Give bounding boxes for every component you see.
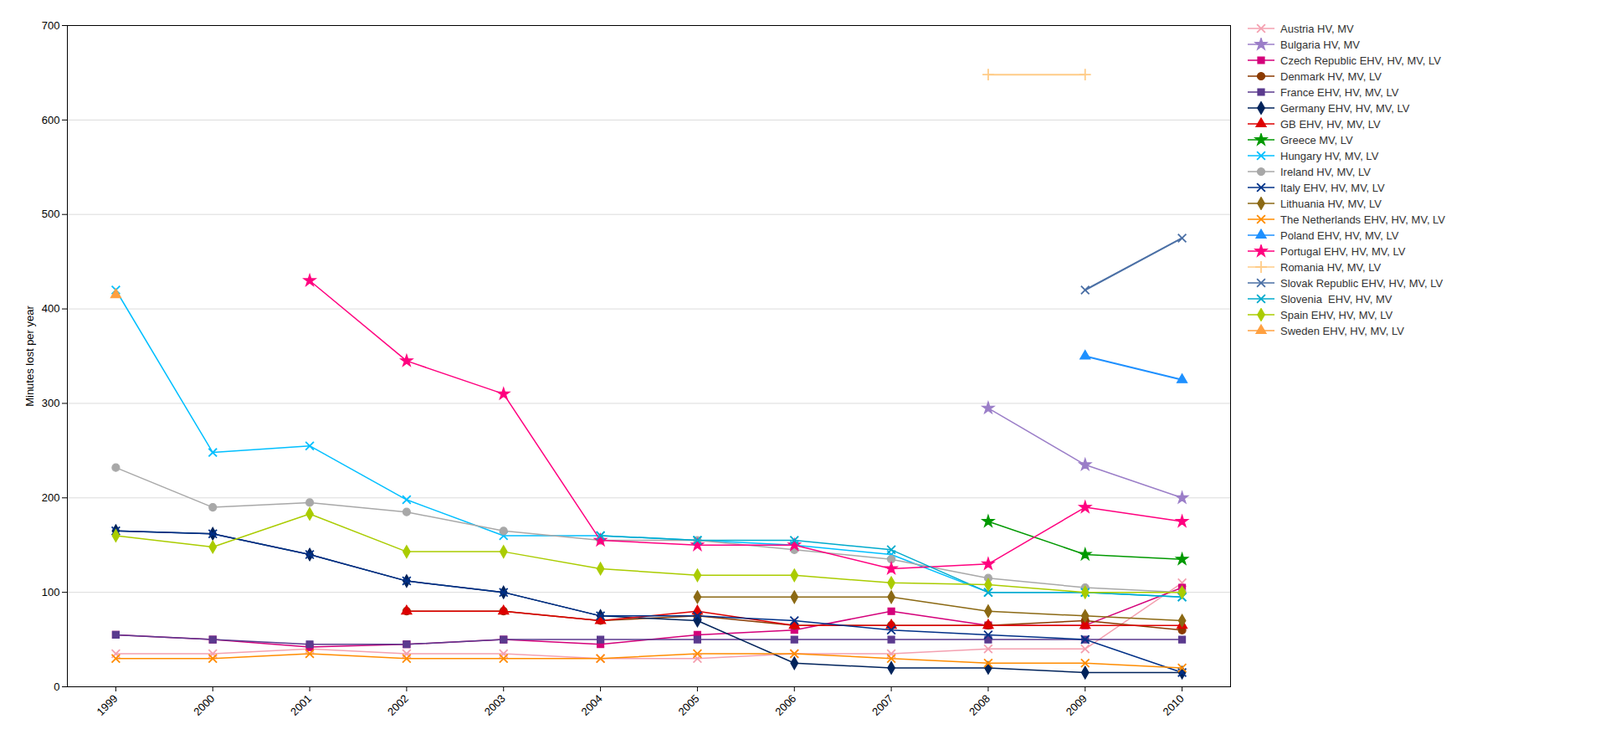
svg-text:2006: 2006 [772,692,799,718]
html-text:Slovak Republic EHV, HV, MV, L: Slovak Republic EHV, HV, MV, LV [1280,276,1443,290]
html-text:Germany EHV, HV, MV, LV: Germany EHV, HV, MV, LV [1280,101,1410,115]
svg-text:1999: 1999 [93,692,120,718]
html-text:France EHV, HV, MV, LV: France EHV, HV, MV, LV [1280,85,1399,99]
svg-text:400: 400 [41,302,61,315]
svg-text:100: 100 [41,585,61,599]
html-text:Bulgaria HV, MV: Bulgaria HV, MV [1280,38,1360,51]
svg-text:0: 0 [53,680,60,693]
html-text:Romania HV, MV, LV: Romania HV, MV, LV [1280,260,1381,274]
html-text:Greece MV, LV: Greece MV, LV [1280,133,1353,147]
html-text:Slovenia EHV, HV, MV: Slovenia EHV, HV, MV [1280,292,1393,306]
svg-text:2004: 2004 [579,692,606,718]
html-text:Austria HV, MV: Austria HV, MV [1280,22,1354,35]
html-text:Ireland HV, MV, LV: Ireland HV, MV, LV [1280,165,1371,178]
svg-text:700: 700 [41,19,61,32]
html-text:Lithuania HV, MV, LV: Lithuania HV, MV, LV [1280,197,1382,210]
html-text:Czech Republic EHV, HV, MV, LV: Czech Republic EHV, HV, MV, LV [1280,53,1442,67]
svg-text:2008: 2008 [966,692,993,718]
svg-text:600: 600 [41,113,61,127]
svg-text:Minutes lost per year: Minutes lost per year [23,305,36,407]
html-text:Denmark HV, MV, LV: Denmark HV, MV, LV [1280,69,1382,83]
svg-text:2002: 2002 [384,692,411,718]
svg-text:300: 300 [41,396,61,410]
svg-text:2007: 2007 [869,692,896,718]
svg-text:2003: 2003 [482,692,508,718]
svg-text:2000: 2000 [190,692,217,718]
html-text:GB EHV, HV, MV, LV: GB EHV, HV, MV, LV [1280,117,1381,131]
svg-text:2010: 2010 [1160,692,1187,718]
html-text:Hungary HV, MV, LV: Hungary HV, MV, LV [1280,149,1379,162]
svg-text:2005: 2005 [675,692,702,718]
svg-text:2009: 2009 [1063,692,1090,718]
html-text:Italy EHV, HV, MV, LV: Italy EHV, HV, MV, LV [1280,181,1385,194]
html-text:Spain EHV, HV, MV, LV: Spain EHV, HV, MV, LV [1280,308,1393,321]
html-text:The Netherlands EHV, HV, MV, L: The Netherlands EHV, HV, MV, LV [1280,212,1446,226]
svg-text:500: 500 [41,207,61,221]
svg-text:200: 200 [41,491,61,504]
html-text:Portugal EHV, HV, MV, LV: Portugal EHV, HV, MV, LV [1280,244,1406,258]
svg-text:2001: 2001 [287,692,314,718]
html-text:Poland EHV, HV, MV, LV: Poland EHV, HV, MV, LV [1280,228,1399,242]
html-text:Sweden EHV, HV, MV, LV: Sweden EHV, HV, MV, LV [1280,324,1405,337]
